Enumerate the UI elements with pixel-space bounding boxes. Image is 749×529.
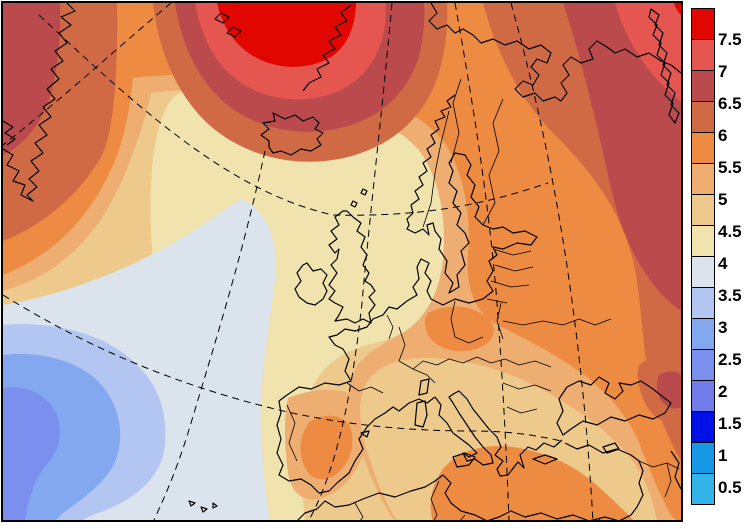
colorbar-cell [691, 163, 715, 195]
colorbar-tick-labels: 7.5 7 6.5 6 5.5 5 4.5 4 3.5 3 2.5 2 1.5 … [718, 24, 749, 504]
country-borders [286, 78, 680, 520]
colorbar-cell [691, 256, 715, 288]
colorbar-cell [691, 442, 715, 474]
colorbar-cell [691, 287, 715, 319]
colorbar-tick-label: 2.5 [718, 350, 742, 369]
colorbar-tick-label: 0.5 [718, 478, 742, 497]
map-plot-area [1, 1, 683, 522]
uk-coast [328, 210, 376, 324]
colorbar-tick-label: 7 [718, 62, 728, 81]
colorbar [691, 8, 715, 505]
colorbar-tick-label: 3.5 [718, 286, 742, 305]
graticule-lines [3, 3, 594, 520]
colorbar-tick-label: 5.5 [718, 158, 742, 177]
colorbar-tick-label: 6 [718, 126, 728, 145]
balearic-islet [360, 430, 370, 438]
arctic-islet [226, 26, 242, 38]
colorbar-cell [691, 411, 715, 443]
svalbard-coast [302, 4, 352, 92]
colorbar-cell [691, 318, 715, 350]
caspian-edge [670, 450, 681, 490]
cyprus-coast [602, 442, 620, 454]
contour-field [3, 3, 681, 520]
colorbar-tick-label: 1 [718, 446, 728, 465]
corsica-coast [418, 378, 430, 396]
greenland-fjord [3, 120, 16, 146]
colorbar-cell [691, 225, 715, 257]
contour-map [3, 3, 681, 520]
sicily-coast [452, 452, 476, 468]
colorbar-cell [691, 473, 715, 505]
colorbar-tick-label: 5 [718, 190, 728, 209]
italy-balkans-coast [434, 390, 563, 477]
colorbar-cell [691, 101, 715, 133]
colorbar-cell [691, 194, 715, 226]
colorbar-tick-label: 3 [718, 318, 728, 337]
orkney-islets [350, 188, 368, 208]
colorbar-cell [691, 39, 715, 71]
colorbar-cell [691, 380, 715, 412]
ireland-coast [294, 262, 328, 306]
colorbar-tick-label: 7.5 [718, 30, 742, 49]
crete-coast [532, 454, 558, 465]
iceland-coast [260, 112, 324, 156]
colorbar-cell [691, 8, 715, 40]
colorbar-tick-label: 4 [718, 254, 728, 273]
coastlines [3, 3, 681, 520]
black-sea-coast [556, 376, 672, 436]
arctic-islet [214, 12, 230, 24]
novaya-zemlya-coast [648, 8, 680, 124]
colorbar-cell [691, 349, 715, 381]
greenland-coast [3, 3, 76, 202]
arctic-russia-coast [428, 3, 681, 102]
colorbar-cell [691, 70, 715, 102]
europe-mainland-coast [276, 94, 538, 494]
colorbar-tick-label: 6.5 [718, 94, 742, 113]
colorbar-cell [691, 132, 715, 164]
colorbar-tick-label: 2 [718, 382, 728, 401]
sardinia-coast [414, 400, 428, 428]
anatolia-africa-coast [297, 442, 644, 520]
colorbar-tick-label: 4.5 [718, 222, 742, 241]
colorbar-tick-label: 1.5 [718, 414, 742, 433]
canary-islets [188, 500, 218, 513]
